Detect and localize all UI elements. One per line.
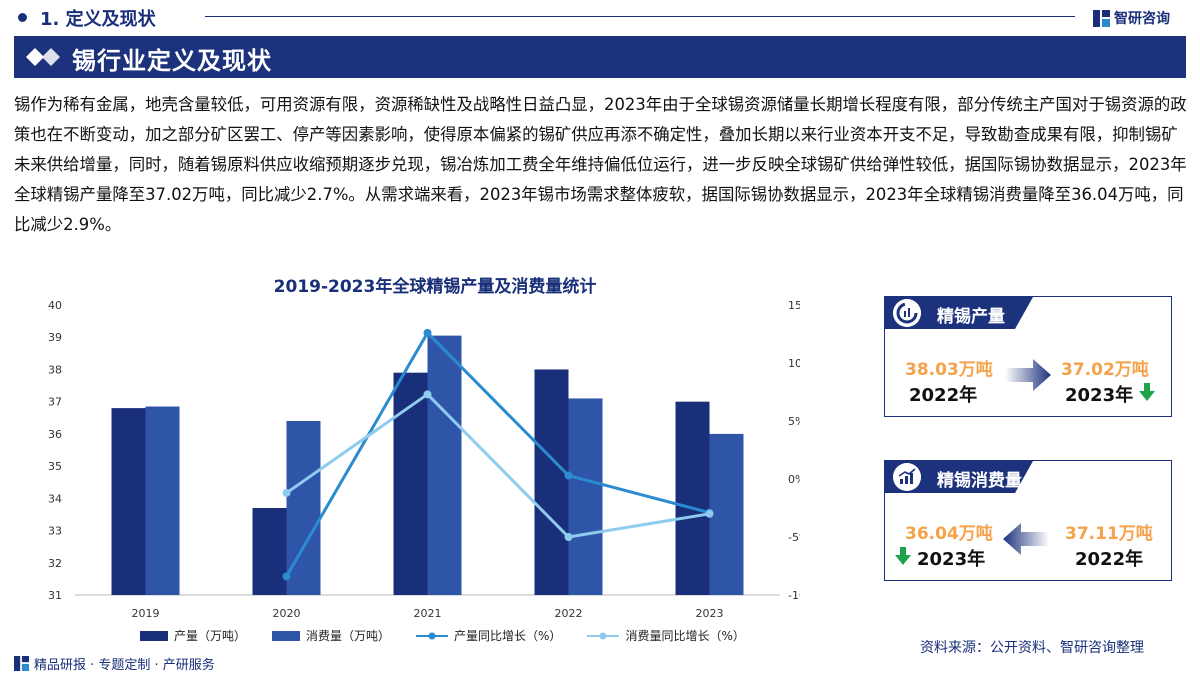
line-production-growth [285,330,710,578]
bar-production [534,369,569,595]
left-axis-tick-label: 32 [48,557,62,570]
left-axis-tick-label: 36 [48,428,62,441]
legend-item-production: 产量（万吨） [140,627,246,644]
bar-production [675,401,710,595]
left-axis-tick-label: 37 [48,396,62,409]
legend-line-production-growth [416,632,449,639]
legend-item-consumption: 消费量（万吨） [272,627,390,644]
chart-title: 2019-2023年全球精锡产量及消费量统计 [273,277,597,297]
left-axis-tick-label: 31 [48,589,62,602]
production-card-header-tip [1015,297,1033,329]
section-title: 1. 定义及现状 [40,9,156,30]
banner-title: 锡行业定义及现状 [72,47,272,75]
footer-logo-icon [14,656,29,671]
x-axis-tick-label: 2019 [132,607,160,620]
production-card: 精锡产量 38.03万吨 2022年 37.02万吨 2023年 [884,296,1172,417]
legend-label-production: 产量（万吨） [174,629,247,643]
line-consumption-growth [285,392,710,539]
title-banner: 锡行业定义及现状 [14,36,1186,78]
left-axis-tick-label: 40 [48,299,62,312]
combo-chart: 31 32 33 34 35 36 37 38 39 40 -10% -5% 0% 5% 10% 15% 201… [48,299,800,620]
gauge-icon [893,299,921,327]
legend-label-production-growth: 产量同比增长（%） [454,629,562,643]
bar-consumption [709,433,744,595]
x-axis-tick-label: 2020 [273,607,301,620]
x-axis-tick-label: 2023 [696,607,724,620]
consumption-card-header-tip [1015,461,1033,493]
point-consumption-growth [423,390,432,399]
point-production-growth [282,572,291,581]
production-2023-value: 37.02万吨 [1061,360,1149,380]
footer: 精品研报 · 专题定制 · 产研服务 [14,654,215,673]
source-note: 资料来源：公开资料、智研咨询整理 [920,640,1144,656]
right-axis-tick-label: -10% [788,589,800,602]
point-consumption-growth [705,509,714,518]
logo-text: 智研咨询 [1114,11,1170,27]
left-arrow-icon [1003,523,1049,555]
consumption-2022-year: 2022年 [1075,549,1144,570]
legend-swatch-production [140,630,168,641]
intro-paragraph: 锡作为稀有金属，地壳含量较低，可用资源有限，资源稀缺性及战略性日益凸显，2023… [14,95,1187,234]
down-arrow-icon [895,547,911,565]
point-consumption-growth [564,533,573,541]
legend-swatch-consumption [272,630,301,641]
diamond-icon [26,48,60,66]
consumption-2023-value: 36.04万吨 [905,524,993,544]
legend-item-consumption-growth: 消费量同比增长（%） [587,627,745,644]
right-axis-tick-label: -5% [788,531,800,544]
left-axis-tick-label: 33 [48,525,62,538]
legend-label-consumption-growth: 消费量同比增长（%） [625,629,745,643]
right-axis-tick-label: 15% [788,299,800,312]
bar-production [111,408,146,595]
right-axis-tick-label: 0% [788,473,800,486]
point-production-growth [564,471,573,480]
production-2023-year: 2023年 [1065,385,1134,406]
bar-production [393,372,428,595]
left-axis-tick-label: 39 [48,331,62,344]
right-arrow-icon [1005,359,1051,391]
legend-line-consumption-growth [587,632,620,639]
left-axis-tick-label: 38 [48,363,62,376]
bar-consumption [568,398,603,595]
header-rule [205,16,1075,17]
production-2022-value: 38.03万吨 [905,360,993,380]
bar-consumption [145,406,180,595]
right-axis-tick-label: 5% [788,415,800,428]
footer-text: 精品研报 · 专题定制 · 产研服务 [34,658,215,673]
bar-consumption [427,335,462,595]
chart-legend: 产量（万吨） 消费量（万吨） 产量同比增长（%） 消费量同比增长（%） [140,627,771,644]
production-2022-year: 2022年 [909,385,978,406]
logo-icon [1093,9,1110,27]
down-arrow-icon [1139,383,1155,401]
left-axis-tick-label: 35 [48,460,62,473]
x-axis-tick-label: 2022 [555,607,583,620]
bar-production [252,508,287,595]
left-axis-tick-label: 34 [48,492,62,505]
point-consumption-growth [282,488,291,497]
legend-item-production-growth: 产量同比增长（%） [416,627,561,644]
right-axis-tick-label: 10% [788,357,800,370]
brand-logo: 智研咨询 [1093,8,1170,28]
consumption-2022-value: 37.11万吨 [1065,524,1153,544]
consumption-card-label: 精锡消费量 [937,471,1022,491]
production-card-label: 精锡产量 [937,307,1005,327]
x-axis-tick-label: 2021 [414,607,442,620]
consumption-card: 精锡消费量 36.04万吨 2023年 37.11万吨 2022年 [884,460,1172,581]
legend-label-consumption: 消费量（万吨） [306,629,391,643]
consumption-2023-year: 2023年 [917,549,986,570]
top-bar: 1. 定义及现状 智研咨询 [0,0,1200,34]
point-production-growth [423,328,432,337]
trend-chart-icon [893,463,921,491]
bullet-dot [18,13,27,22]
